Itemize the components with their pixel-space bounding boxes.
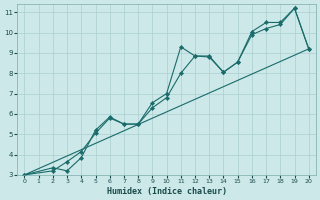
X-axis label: Humidex (Indice chaleur): Humidex (Indice chaleur) (107, 187, 227, 196)
